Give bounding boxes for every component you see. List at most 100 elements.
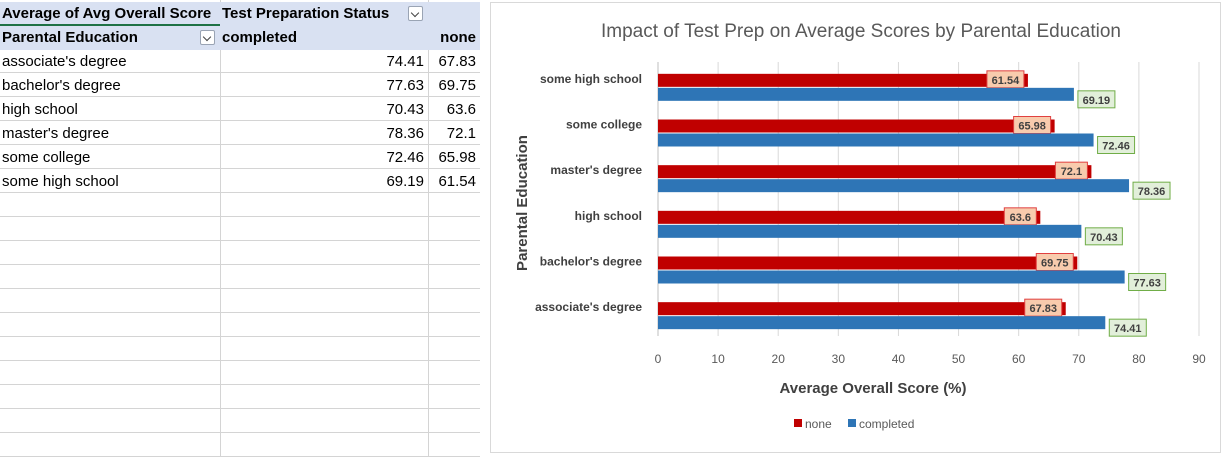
- plot-area: 0 10 20 30 40 50 60 70 80 90 some high school 61.54…: [535, 62, 1206, 366]
- bar-completed[interactable]: [658, 224, 1082, 238]
- row-label[interactable]: high school: [2, 101, 78, 118]
- data-label-box-completed: [1097, 136, 1136, 154]
- category-label: associate's degree: [535, 300, 642, 314]
- bar-completed[interactable]: [658, 316, 1106, 330]
- data-label-completed: 77.63: [1133, 278, 1161, 290]
- legend-label-none[interactable]: none: [805, 417, 832, 431]
- x-tick-label: 90: [1192, 352, 1206, 366]
- row-filter-dropdown[interactable]: [200, 30, 215, 45]
- row-label[interactable]: master's degree: [2, 125, 110, 142]
- x-tick-label: 50: [952, 352, 966, 366]
- grid-row-line: [0, 240, 480, 241]
- x-tick-label: 60: [1012, 352, 1026, 366]
- legend-swatch-none[interactable]: [794, 419, 802, 427]
- data-label-none: 69.75: [1041, 258, 1069, 270]
- data-label-none: 72.1: [1061, 166, 1082, 178]
- bar-none[interactable]: [658, 119, 1055, 133]
- grid-row-line: [0, 192, 480, 193]
- value-completed[interactable]: 77.63: [386, 77, 424, 94]
- category-label: high school: [575, 209, 642, 223]
- column-field-header[interactable]: Test Preparation Status: [220, 2, 480, 26]
- category-label: bachelor's degree: [540, 255, 643, 269]
- bar-chart[interactable]: Impact of Test Prep on Average Scores by…: [490, 2, 1222, 454]
- row-label[interactable]: some high school: [2, 173, 119, 190]
- data-label-box-completed: [1108, 318, 1147, 337]
- bar-none[interactable]: [658, 73, 1028, 87]
- data-label-box-completed: [1084, 227, 1123, 246]
- value-none[interactable]: 63.6: [446, 101, 476, 118]
- grid-row-line: [0, 96, 480, 97]
- value-none[interactable]: 67.83: [438, 53, 476, 70]
- value-completed[interactable]: 70.43: [386, 101, 424, 118]
- x-tick-label: 70: [1072, 352, 1086, 366]
- bar-completed[interactable]: [658, 270, 1125, 284]
- value-field-header[interactable]: Average of Avg Overall Score: [0, 2, 220, 26]
- data-label-box-completed: [1132, 181, 1171, 200]
- grid-row-line: [0, 432, 480, 433]
- data-label-completed: 74.41: [1114, 323, 1142, 335]
- bar-completed[interactable]: [658, 179, 1130, 193]
- column-header-none: none: [428, 26, 480, 50]
- x-tick-label: 20: [772, 352, 786, 366]
- x-tick-label: 10: [711, 352, 725, 366]
- data-label-none: 67.83: [1029, 303, 1057, 315]
- grid-row-line: [0, 360, 480, 361]
- value-completed[interactable]: 74.41: [386, 53, 424, 70]
- value-completed[interactable]: 72.46: [386, 149, 424, 166]
- row-label[interactable]: some college: [2, 149, 91, 166]
- legend-swatch-completed[interactable]: [848, 419, 856, 427]
- row-label[interactable]: bachelor's degree: [2, 77, 121, 94]
- bar-none[interactable]: [658, 302, 1066, 316]
- data-label-none: 63.6: [1010, 212, 1031, 224]
- data-label-none: 65.98: [1018, 121, 1046, 133]
- grid-column-line: [220, 0, 221, 457]
- pivot-table: Average of Avg Overall Score Test Prepara…: [0, 0, 480, 457]
- x-tick-label: 0: [655, 352, 662, 366]
- x-tick-label: 80: [1132, 352, 1146, 366]
- x-tick-label: 30: [832, 352, 846, 366]
- grid-row-line: [0, 264, 480, 265]
- data-label-none: 61.54: [992, 75, 1020, 87]
- grid-row-line: [0, 144, 480, 145]
- bar-completed[interactable]: [658, 133, 1094, 147]
- x-axis-title: Average Overall Score (%): [779, 380, 966, 397]
- grid-row-line: [0, 216, 480, 217]
- y-axis-title: Parental Education: [514, 135, 531, 271]
- grid-column-line: [428, 0, 429, 457]
- legend-label-completed[interactable]: completed: [859, 417, 914, 431]
- value-none[interactable]: 61.54: [438, 173, 476, 190]
- grid-row-line: [0, 120, 480, 121]
- row-label[interactable]: associate's degree: [2, 53, 127, 70]
- grid-row-line: [0, 312, 480, 313]
- data-label-completed: 70.43: [1090, 232, 1118, 244]
- x-tick-label: 40: [892, 352, 906, 366]
- grid-row-line: [0, 336, 480, 337]
- grid-row-line: [0, 168, 480, 169]
- data-label-box-completed: [1077, 90, 1116, 109]
- category-label: master's degree: [550, 163, 642, 177]
- data-label-completed: 78.36: [1138, 186, 1166, 198]
- legend[interactable]: none completed: [794, 417, 914, 431]
- data-label-completed: 69.19: [1083, 95, 1111, 107]
- bar-none[interactable]: [658, 165, 1092, 179]
- value-none[interactable]: 69.75: [438, 77, 476, 94]
- column-filter-dropdown[interactable]: [408, 6, 423, 21]
- data-label-completed: 72.46: [1102, 141, 1130, 153]
- row-field-header[interactable]: Parental Education: [0, 26, 220, 50]
- value-none[interactable]: 65.98: [438, 149, 476, 166]
- chart-title: Impact of Test Prep on Average Scores by…: [601, 21, 1121, 42]
- grid-row-line: [0, 384, 480, 385]
- category-label: some high school: [540, 72, 642, 86]
- category-label: some college: [566, 118, 642, 132]
- bar-none[interactable]: [658, 256, 1078, 270]
- value-completed[interactable]: 78.36: [386, 125, 424, 142]
- grid-row-line: [0, 288, 480, 289]
- value-none[interactable]: 72.1: [446, 125, 476, 142]
- grid-row-line: [0, 408, 480, 409]
- data-label-box-completed: [1128, 273, 1167, 291]
- bar-completed[interactable]: [658, 87, 1074, 101]
- value-completed[interactable]: 69.19: [386, 173, 424, 190]
- chart-container[interactable]: Impact of Test Prep on Average Scores by…: [490, 2, 1222, 454]
- bar-none[interactable]: [658, 210, 1041, 224]
- column-header-completed: completed: [220, 26, 428, 50]
